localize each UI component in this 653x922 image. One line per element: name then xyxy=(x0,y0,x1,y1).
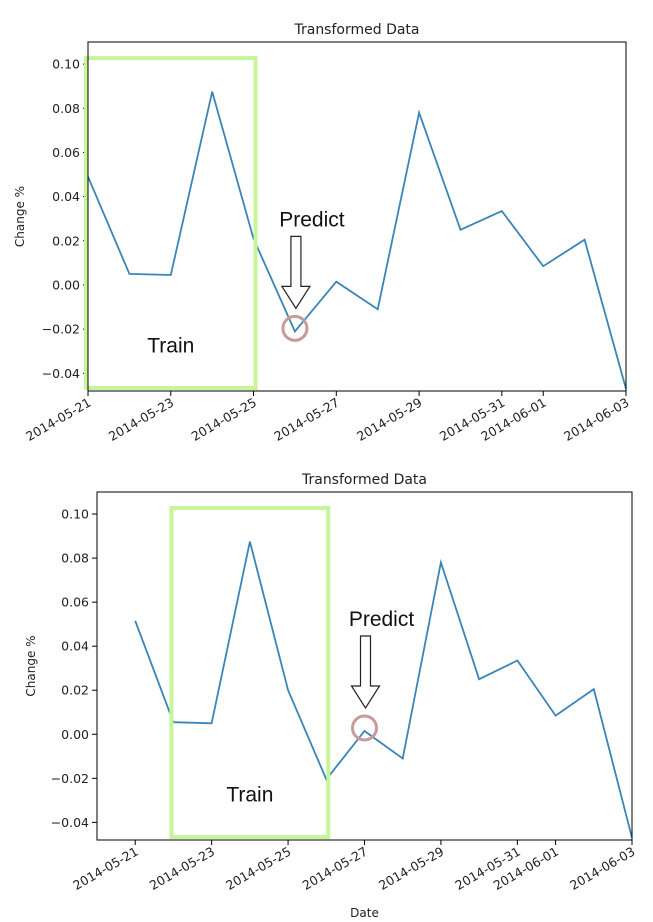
plot-frame xyxy=(87,41,627,392)
y-axis-label: Change % xyxy=(24,635,38,696)
train-box xyxy=(84,56,258,391)
x-tick-label: 2014-05-29 xyxy=(376,844,446,893)
chart-title: Transformed Data xyxy=(301,472,427,488)
y-tick-label: −0.04 xyxy=(51,815,89,830)
predict-label: Predict xyxy=(349,608,415,631)
y-tick-label: 0.04 xyxy=(52,189,80,204)
y-tick-label: −0.04 xyxy=(42,366,80,381)
y-tick-label: 0.02 xyxy=(52,233,80,248)
x-axis-label: Date xyxy=(350,906,379,920)
x-tick-label: 2014-05-21 xyxy=(70,844,140,893)
y-tick-label: 0.04 xyxy=(61,639,89,654)
y-tick-label: 0.00 xyxy=(52,277,80,292)
y-tick-label: −0.02 xyxy=(42,322,80,337)
predict-circle xyxy=(351,714,378,742)
plot-frame xyxy=(96,491,633,841)
y-tick-label: 0.08 xyxy=(52,101,80,116)
x-tick-label: 2014-05-25 xyxy=(223,844,293,893)
train-box xyxy=(169,506,331,839)
predict-arrow-icon xyxy=(280,235,312,310)
series-line xyxy=(134,541,633,839)
x-tick-label: 2014-05-25 xyxy=(189,395,259,444)
y-tick-label: 0.06 xyxy=(52,145,80,160)
y-tick-label: 0.00 xyxy=(61,727,89,742)
predict-label: Predict xyxy=(279,208,345,231)
x-tick-label: 2014-05-29 xyxy=(354,395,424,444)
y-tick-label: 0.08 xyxy=(61,551,89,566)
y-tick-label: −0.02 xyxy=(51,771,89,786)
x-tick-label: 2014-05-23 xyxy=(106,395,176,444)
predict-arrow-icon xyxy=(350,635,381,710)
predict-circle xyxy=(281,314,309,342)
x-tick-label: 2014-05-23 xyxy=(147,844,217,893)
x-tick-label: 2014-05-27 xyxy=(271,395,341,444)
train-label: Train xyxy=(147,334,194,357)
x-tick-label: 2014-05-21 xyxy=(23,395,93,444)
y-tick-label: 0.06 xyxy=(61,595,89,610)
y-axis-label: Change % xyxy=(13,186,27,247)
chart-panel-1: Transformed Data Change % −0.04 −0.02 0.00 0.… xyxy=(13,22,632,444)
y-tick-label: 0.10 xyxy=(61,507,89,522)
chart-panel-2: Transformed Data Change % Date −0.04 −0.02 0.… xyxy=(24,472,638,920)
x-tick-label: 2014-06-03 xyxy=(561,395,631,444)
y-tick-label: 0.02 xyxy=(61,683,89,698)
y-tick-label: 0.10 xyxy=(52,57,80,72)
train-label: Train xyxy=(226,783,273,806)
x-tick-label: 2014-06-03 xyxy=(567,844,637,893)
x-tick-label: 2014-05-27 xyxy=(300,844,370,893)
series-line xyxy=(87,91,627,390)
chart-title: Transformed Data xyxy=(293,22,419,38)
